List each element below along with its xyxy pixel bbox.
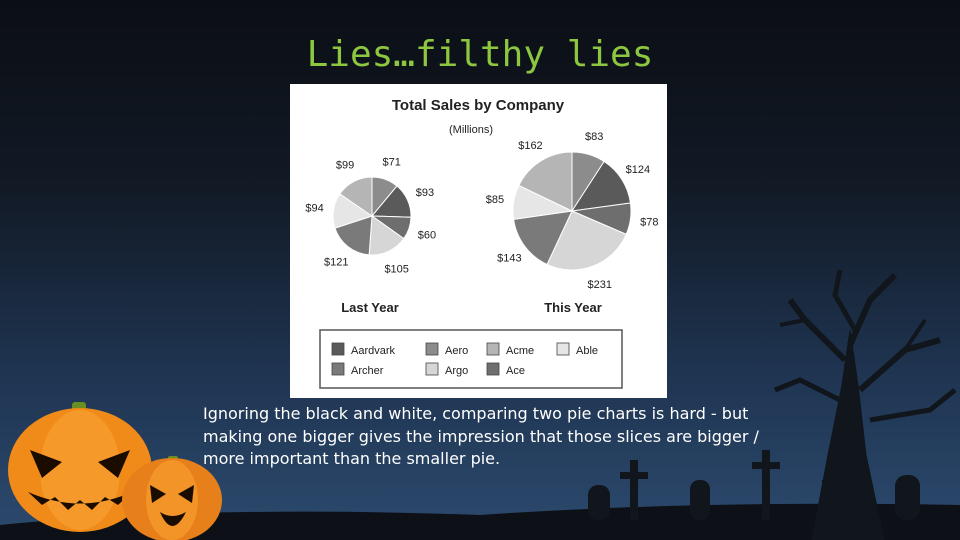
chart-subtitle: (Millions) bbox=[449, 124, 493, 136]
pie-slice-this-year-acme bbox=[518, 151, 573, 212]
pie-data-label: $143 bbox=[497, 252, 521, 264]
legend-label-archer: Archer bbox=[351, 365, 384, 377]
pie-data-label: $78 bbox=[640, 217, 658, 229]
slide-caption: Ignoring the black and white, comparing … bbox=[203, 404, 759, 468]
pie-data-label: $60 bbox=[418, 230, 436, 242]
tombstones-icon bbox=[588, 450, 920, 520]
tree-icon bbox=[774, 269, 957, 540]
legend-swatch-ace bbox=[486, 362, 500, 376]
small-jack-o-lantern-icon bbox=[122, 456, 222, 540]
legend-swatch-acme bbox=[486, 342, 500, 356]
pie-caption-last-year: Last Year bbox=[341, 300, 399, 315]
pie-data-label: $105 bbox=[384, 263, 408, 275]
pie-data-label: $231 bbox=[588, 279, 612, 291]
legend-swatch-able bbox=[556, 342, 570, 356]
pie-data-label: $85 bbox=[486, 194, 504, 206]
slide-title: Lies…filthy lies bbox=[306, 34, 654, 75]
pie-data-label: $124 bbox=[626, 164, 650, 176]
legend-label-argo: Argo bbox=[445, 365, 468, 377]
pie-slice-this-year-archer bbox=[513, 210, 573, 266]
legend-label-acme: Acme bbox=[506, 345, 534, 357]
legend-swatch-argo bbox=[425, 362, 439, 376]
pie-data-label: $121 bbox=[324, 257, 348, 269]
pie-caption-this-year: This Year bbox=[544, 300, 602, 315]
pie-data-label: $93 bbox=[416, 187, 434, 199]
pie-chart-panel: Total Sales by Company (Millions) $71 $93… bbox=[290, 84, 667, 398]
pie-chart: Total Sales by Company (Millions) $71 $93… bbox=[305, 97, 658, 389]
pie-slice-last-year-acme bbox=[339, 176, 373, 217]
legend-label-able: Able bbox=[576, 345, 598, 357]
legend-swatch-archer bbox=[331, 362, 345, 376]
ground-silhouette bbox=[0, 503, 960, 540]
legend-label-aardvark: Aardvark bbox=[351, 345, 396, 357]
pie-slice-last-year-archer bbox=[334, 215, 373, 256]
pie-data-label: $94 bbox=[305, 203, 323, 215]
pie-data-label: $162 bbox=[518, 140, 542, 152]
jack-o-lantern-icon bbox=[8, 402, 152, 532]
pie-data-label: $71 bbox=[383, 156, 401, 168]
pie-data-label: $83 bbox=[585, 131, 603, 143]
pie-data-label: $99 bbox=[336, 160, 354, 172]
legend-swatch-aero bbox=[425, 342, 439, 356]
legend-label-ace: Ace bbox=[506, 365, 525, 377]
pie-slice-this-year-argo bbox=[546, 210, 627, 271]
legend-label-aero: Aero bbox=[445, 345, 468, 357]
chart-title: Total Sales by Company bbox=[392, 97, 565, 114]
legend-swatch-aardvark bbox=[331, 342, 345, 356]
legend-box bbox=[319, 329, 623, 389]
